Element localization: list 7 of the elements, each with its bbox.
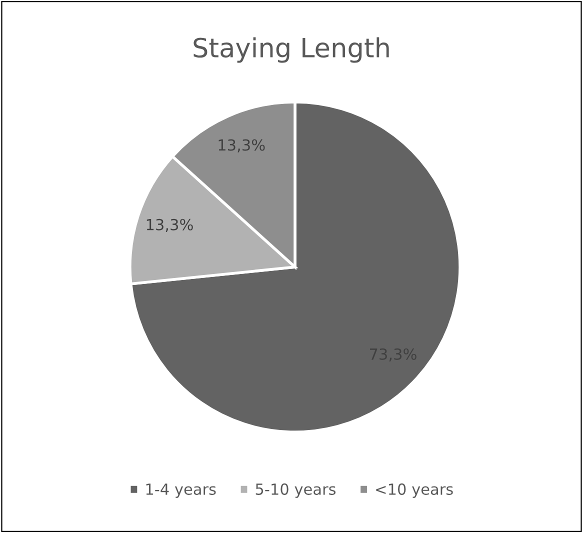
legend-label: <10 years <box>376 483 453 498</box>
legend-label: 1-4 years <box>146 484 216 498</box>
data-label: 13,3% <box>146 218 193 232</box>
chart-title: Staying Length <box>194 37 389 63</box>
data-label: 13,3% <box>218 139 265 152</box>
pie-slice <box>129 100 462 434</box>
legend-label: 5-10 years <box>256 483 336 498</box>
